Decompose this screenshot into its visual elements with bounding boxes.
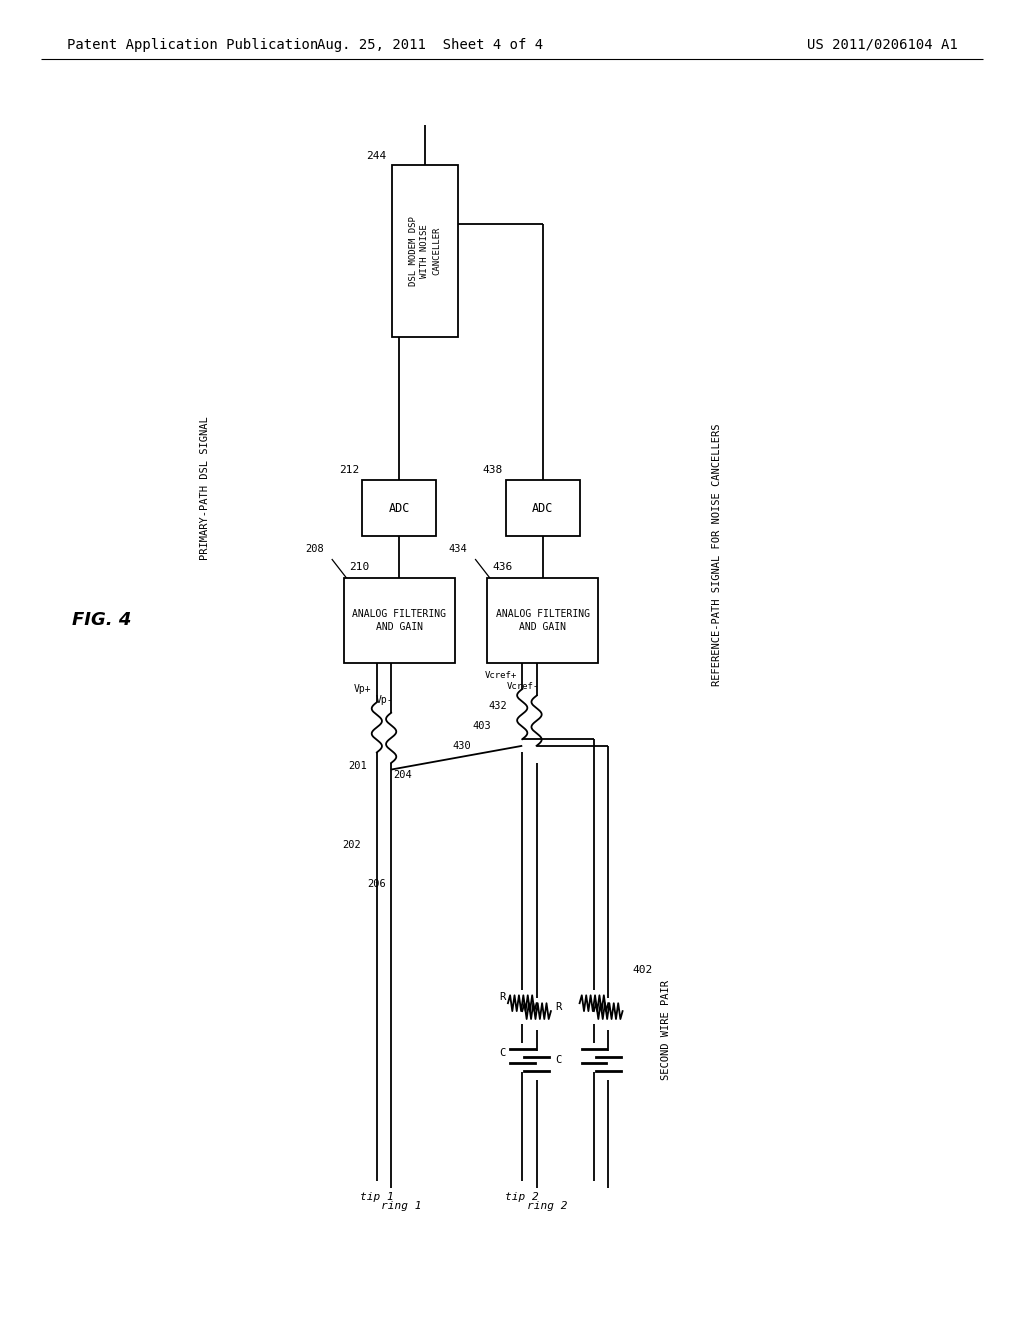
Text: ADC: ADC — [532, 502, 553, 515]
Text: 438: 438 — [482, 465, 503, 475]
Text: 434: 434 — [449, 544, 467, 554]
Text: Vcref+: Vcref+ — [485, 672, 517, 680]
Text: REFERENCE-PATH SIGNAL FOR NOISE CANCELLERS: REFERENCE-PATH SIGNAL FOR NOISE CANCELLE… — [712, 424, 722, 685]
Text: SECOND WIRE PAIR: SECOND WIRE PAIR — [660, 979, 671, 1080]
Text: FIG. 4: FIG. 4 — [72, 611, 131, 630]
Text: 436: 436 — [493, 562, 513, 573]
Text: 204: 204 — [393, 770, 412, 780]
Text: US 2011/0206104 A1: US 2011/0206104 A1 — [807, 38, 957, 51]
Text: 403: 403 — [473, 721, 492, 731]
Text: Vp+: Vp+ — [354, 684, 372, 694]
Text: 202: 202 — [343, 840, 361, 850]
Text: Vp-: Vp- — [376, 694, 393, 705]
Text: Aug. 25, 2011  Sheet 4 of 4: Aug. 25, 2011 Sheet 4 of 4 — [317, 38, 543, 51]
Text: 402: 402 — [633, 965, 653, 975]
Text: Patent Application Publication: Patent Application Publication — [67, 38, 317, 51]
Text: R: R — [555, 1002, 561, 1012]
Text: ADC: ADC — [389, 502, 410, 515]
FancyBboxPatch shape — [487, 578, 598, 663]
Text: DSL MODEM DSP
WITH NOISE
CANCELLER: DSL MODEM DSP WITH NOISE CANCELLER — [409, 216, 441, 285]
Text: ANALOG FILTERING
AND GAIN: ANALOG FILTERING AND GAIN — [496, 609, 590, 632]
Text: 432: 432 — [488, 701, 507, 711]
Text: 210: 210 — [349, 562, 370, 573]
Text: 212: 212 — [339, 465, 359, 475]
Text: 206: 206 — [368, 879, 386, 890]
Text: 430: 430 — [453, 741, 471, 751]
Text: ring 1: ring 1 — [381, 1201, 422, 1212]
Text: ANALOG FILTERING
AND GAIN: ANALOG FILTERING AND GAIN — [352, 609, 446, 632]
FancyBboxPatch shape — [506, 480, 580, 536]
Text: R: R — [500, 991, 506, 1002]
Text: tip 1: tip 1 — [360, 1192, 393, 1203]
Text: C: C — [555, 1055, 561, 1065]
Text: ring 2: ring 2 — [526, 1201, 567, 1212]
Text: C: C — [500, 1048, 506, 1059]
Text: Vcref-: Vcref- — [507, 682, 539, 690]
FancyBboxPatch shape — [362, 480, 436, 536]
Text: 244: 244 — [367, 150, 386, 161]
FancyBboxPatch shape — [344, 578, 455, 663]
Text: 201: 201 — [348, 760, 367, 771]
Text: 208: 208 — [305, 544, 324, 554]
Text: PRIMARY-PATH DSL SIGNAL: PRIMARY-PATH DSL SIGNAL — [200, 417, 210, 560]
Text: tip 2: tip 2 — [506, 1192, 539, 1203]
FancyBboxPatch shape — [391, 165, 458, 337]
